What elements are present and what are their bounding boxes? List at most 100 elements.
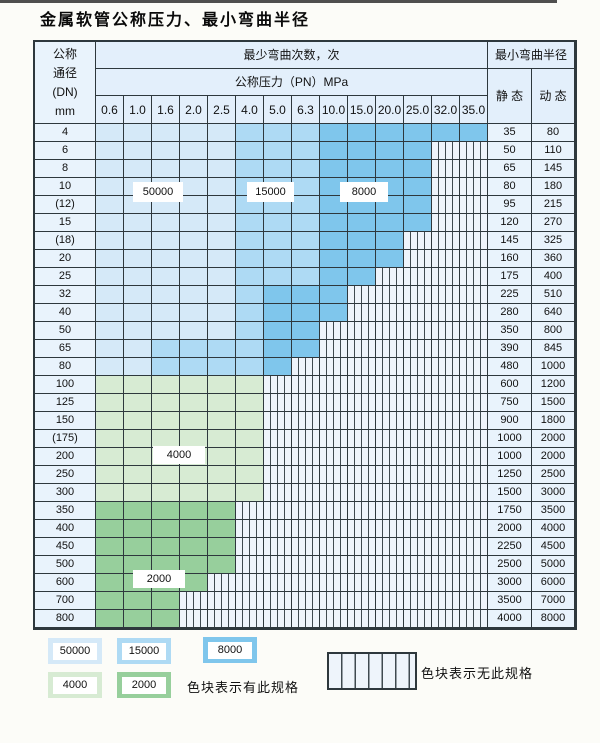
- spec-cell: [460, 232, 488, 250]
- spec-cell: [404, 538, 432, 556]
- spec-cell: [96, 466, 124, 484]
- legend-swatch-label: 50000: [53, 642, 97, 660]
- spec-cell: [96, 250, 124, 268]
- spec-cell: [320, 340, 348, 358]
- spec-cell: [124, 610, 152, 628]
- dn-label: 40: [35, 304, 96, 322]
- spec-cell: [96, 376, 124, 394]
- spec-cell: [152, 484, 180, 502]
- spec-cell: [152, 502, 180, 520]
- spec-cell: [348, 574, 376, 592]
- dynamic-radius-value: 800: [532, 322, 575, 340]
- spec-cell: [264, 520, 292, 538]
- spec-cell: [264, 286, 292, 304]
- spec-cell: [264, 268, 292, 286]
- spec-cell: [376, 214, 404, 232]
- spec-cell: [460, 304, 488, 322]
- cycle-count-label: 2000: [133, 570, 185, 588]
- spec-cell: [236, 448, 264, 466]
- spec-cell: [180, 214, 208, 232]
- spec-cell: [404, 610, 432, 628]
- spec-cell: [432, 322, 460, 340]
- pressure-tick: 25.0: [404, 96, 432, 124]
- spec-cell: [292, 142, 320, 160]
- spec-cell: [208, 304, 236, 322]
- spec-cell: [180, 232, 208, 250]
- spec-cell: [292, 484, 320, 502]
- spec-cell: [376, 124, 404, 142]
- dn-label: 4: [35, 124, 96, 142]
- spec-cell: [180, 250, 208, 268]
- spec-cell: [404, 160, 432, 178]
- dn-label: 300: [35, 484, 96, 502]
- dynamic-header: 动 态: [532, 69, 575, 124]
- spec-cell: [376, 376, 404, 394]
- dn-label: 6: [35, 142, 96, 160]
- spec-cell: [432, 556, 460, 574]
- spec-cell: [124, 412, 152, 430]
- spec-cell: [124, 322, 152, 340]
- static-radius-value: 145: [488, 232, 532, 250]
- spec-cell: [432, 574, 460, 592]
- spec-cell: [180, 376, 208, 394]
- spec-cell: [292, 538, 320, 556]
- spec-cell: [236, 286, 264, 304]
- spec-cell: [376, 250, 404, 268]
- dn-label: 65: [35, 340, 96, 358]
- legend-swatch-4000: 4000: [48, 672, 102, 698]
- spec-cell: [348, 520, 376, 538]
- spec-cell: [404, 358, 432, 376]
- spec-cell: [264, 538, 292, 556]
- spec-cell: [348, 484, 376, 502]
- spec-cell: [376, 520, 404, 538]
- spec-cell: [208, 142, 236, 160]
- legend-swatch-15000: 15000: [117, 638, 171, 664]
- spec-cell: [96, 430, 124, 448]
- dynamic-radius-value: 1800: [532, 412, 575, 430]
- spec-cell: [208, 340, 236, 358]
- pressure-tick: 0.6: [96, 96, 124, 124]
- static-radius-value: 1750: [488, 502, 532, 520]
- dynamic-radius-value: 80: [532, 124, 575, 142]
- spec-cell: [348, 610, 376, 628]
- spec-cell: [264, 160, 292, 178]
- dn-label: 125: [35, 394, 96, 412]
- dn-label: (18): [35, 232, 96, 250]
- spec-cell: [320, 448, 348, 466]
- dynamic-radius-value: 145: [532, 160, 575, 178]
- spec-cell: [152, 250, 180, 268]
- spec-cell: [376, 304, 404, 322]
- spec-cell: [124, 538, 152, 556]
- spec-cell: [236, 214, 264, 232]
- dynamic-radius-value: 360: [532, 250, 575, 268]
- spec-cell: [208, 178, 236, 196]
- dn-label: 800: [35, 610, 96, 628]
- spec-cell: [376, 322, 404, 340]
- spec-cell: [208, 160, 236, 178]
- spec-cell: [404, 430, 432, 448]
- spec-cell: [152, 412, 180, 430]
- spec-cell: [348, 340, 376, 358]
- spec-cell: [236, 250, 264, 268]
- spec-cell: [96, 484, 124, 502]
- spec-cell: [404, 232, 432, 250]
- spec-cell: [460, 412, 488, 430]
- spec-cell: [376, 142, 404, 160]
- static-radius-value: 900: [488, 412, 532, 430]
- spec-cell: [460, 592, 488, 610]
- spec-cell: [180, 592, 208, 610]
- dn-label: 20: [35, 250, 96, 268]
- dynamic-radius-value: 8000: [532, 610, 575, 628]
- spec-cell: [180, 610, 208, 628]
- spec-cell: [96, 304, 124, 322]
- spec-cell: [208, 268, 236, 286]
- spec-cell: [432, 304, 460, 322]
- spec-cell: [152, 340, 180, 358]
- spec-cell: [208, 430, 236, 448]
- cycle-count-label: 50000: [133, 182, 183, 202]
- spec-cell: [404, 142, 432, 160]
- spec-cell: [292, 340, 320, 358]
- spec-cell: [124, 286, 152, 304]
- legend-swatch-label: 15000: [122, 642, 166, 660]
